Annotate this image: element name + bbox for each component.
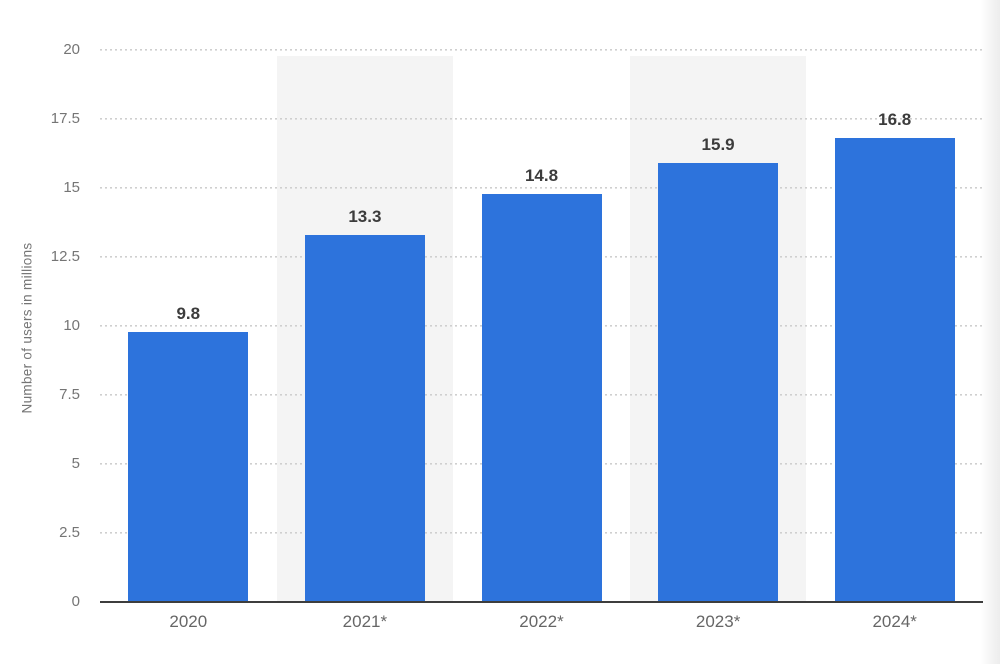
bar-2020[interactable] [128,331,249,602]
y-tick-label: 20 [63,41,80,58]
bar-2021[interactable] [304,234,425,602]
y-tick-label: 15 [63,179,80,196]
x-tick-label-2023: 2023* [695,612,741,631]
y-tick-label: 7.5 [59,386,80,403]
bar-value-label: 13.3 [348,206,382,226]
gridline-17.5 [100,118,983,120]
y-tick-label: 0 [71,593,80,610]
y-tick-label: 5 [71,455,80,472]
x-tick-label-2020: 2020 [169,612,208,631]
bar-2022[interactable] [481,193,602,602]
bar-value-label: 14.8 [524,165,559,185]
bar-value-label: 16.8 [878,110,912,130]
gridline-15 [100,187,983,189]
gridline-20 [100,49,983,51]
x-tick-label-2022: 2022* [519,612,564,631]
y-tick-label: 17.5 [50,110,80,127]
bar-2023[interactable] [658,163,779,602]
y-tick-label: 10 [63,317,80,334]
x-tick-label-2021: 2021* [342,612,388,631]
x-axis-line [100,601,983,603]
y-tick-label: 2.5 [59,524,80,541]
bar-value-label: 15.9 [701,135,735,155]
bar-value-label: 9.8 [176,303,201,323]
y-tick-label: 12.5 [50,248,80,265]
bar-2024[interactable] [834,138,955,602]
right-edge-shadow [980,0,1000,664]
x-tick-label-2024: 2024* [872,612,917,631]
